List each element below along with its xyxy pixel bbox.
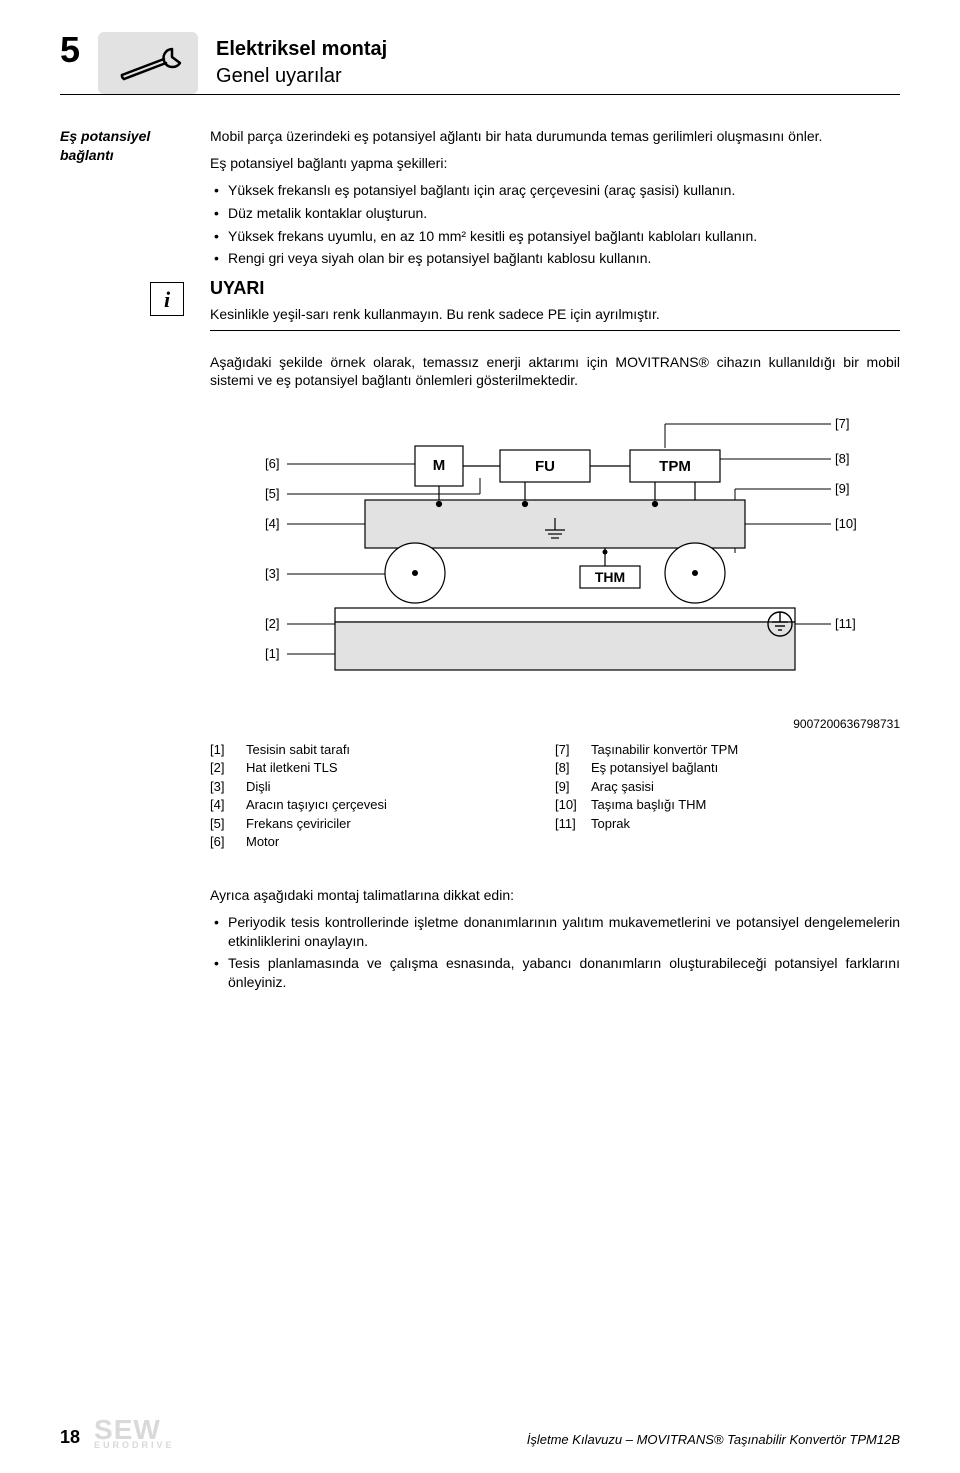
side-label: Eş potansiyel bağlantı: [60, 127, 210, 276]
note-body: Kesinlikle yeşil-sarı renk kullanmayın. …: [210, 305, 900, 324]
diag-label-6: [6]: [265, 456, 279, 471]
legend-value: Taşınabilir konvertör TPM: [591, 741, 738, 759]
diag-label-5: [5]: [265, 486, 279, 501]
intro-paragraph: Mobil parça üzerindeki eş potansiyel ağl…: [210, 127, 900, 146]
legend-key: [7]: [555, 741, 591, 759]
legend-key: [9]: [555, 778, 591, 796]
closing-intro: Ayrıca aşağıdaki montaj talimatlarına di…: [210, 886, 900, 905]
legend-value: Tesisin sabit tarafı: [246, 741, 350, 759]
diag-label-1: [1]: [265, 646, 279, 661]
legend-value: Taşıma başlığı THM: [591, 796, 706, 814]
figure-intro: Aşağıdaki şekilde örnek olarak, temassız…: [210, 353, 900, 391]
diag-box-tpm: TPM: [659, 458, 691, 475]
diag-box-fu: FU: [535, 458, 555, 475]
diag-label-7: [7]: [835, 416, 849, 431]
method-list: Yüksek frekanslı eş potansiyel bağlantı …: [210, 181, 900, 269]
legend-value: Aracın taşıyıcı çerçevesi: [246, 796, 387, 814]
info-icon: i: [150, 282, 184, 316]
legend-key: [5]: [210, 815, 246, 833]
legend-value: Motor: [246, 833, 279, 851]
legend-key: [11]: [555, 815, 591, 833]
legend-value: Hat iletkeni TLS: [246, 759, 338, 777]
brand-logo: SEW EURODRIVE: [94, 1419, 175, 1449]
list-item: Yüksek frekans uyumlu, en az 10 mm² kesi…: [210, 227, 900, 246]
page-footer: 18 SEW EURODRIVE İşletme Kılavuzu – MOVI…: [60, 1419, 900, 1449]
chapter-title: Elektriksel montaj: [216, 36, 387, 63]
legend-key: [8]: [555, 759, 591, 777]
chapter-titles: Elektriksel montaj Genel uyarılar: [216, 36, 387, 90]
diag-label-4: [4]: [265, 516, 279, 531]
diag-label-8: [8]: [835, 451, 849, 466]
footer-doc-title: İşletme Kılavuzu – MOVITRANS® Taşınabili…: [527, 1431, 900, 1449]
diag-label-2: [2]: [265, 616, 279, 631]
list-item: Periyodik tesis kontrollerinde işletme d…: [210, 913, 900, 951]
legend-value: Dişli: [246, 778, 271, 796]
legend-key: [10]: [555, 796, 591, 814]
list-item: Yüksek frekanslı eş potansiyel bağlantı …: [210, 181, 900, 200]
diag-label-11: [11]: [835, 616, 856, 631]
legend-value: Eş potansiyel bağlantı: [591, 759, 718, 777]
legend-value: Toprak: [591, 815, 630, 833]
wrench-icon: [98, 32, 198, 94]
legend-value: Frekans çeviriciler: [246, 815, 351, 833]
legend-key: [4]: [210, 796, 246, 814]
diag-label-10: [10]: [835, 516, 857, 531]
chapter-header: 5 Elektriksel montaj Genel uyarılar: [60, 32, 900, 95]
legend-key: [6]: [210, 833, 246, 851]
page-number: 18: [60, 1425, 80, 1449]
warning-note: UYARI Kesinlikle yeşil-sarı renk kullanm…: [210, 276, 900, 323]
note-divider: [210, 330, 900, 331]
diag-box-m: M: [433, 457, 446, 474]
closing-list: Periyodik tesis kontrollerinde işletme d…: [210, 913, 900, 993]
note-title: UYARI: [210, 276, 900, 300]
list-item: Tesis planlamasında ve çalışma esnasında…: [210, 954, 900, 992]
legend-value: Araç şasisi: [591, 778, 654, 796]
list-item: Düz metalik kontaklar oluşturun.: [210, 204, 900, 223]
chapter-number: 5: [60, 32, 80, 68]
system-diagram: [6] [5] [4] [3] [2] [1]: [210, 408, 900, 708]
legend-key: [1]: [210, 741, 246, 759]
list-item: Rengi gri veya siyah olan bir eş potansi…: [210, 249, 900, 268]
diagram-legend: [1]Tesisin sabit tarafı [2]Hat iletkeni …: [210, 741, 900, 852]
legend-key: [2]: [210, 759, 246, 777]
diag-box-thm: THM: [595, 569, 625, 585]
list-intro: Eş potansiyel bağlantı yapma şekilleri:: [210, 154, 900, 173]
diag-label-3: [3]: [265, 566, 279, 581]
diag-label-9: [9]: [835, 481, 849, 496]
legend-key: [3]: [210, 778, 246, 796]
chapter-subtitle: Genel uyarılar: [216, 63, 387, 90]
diagram-id: 9007200636798731: [210, 716, 900, 732]
